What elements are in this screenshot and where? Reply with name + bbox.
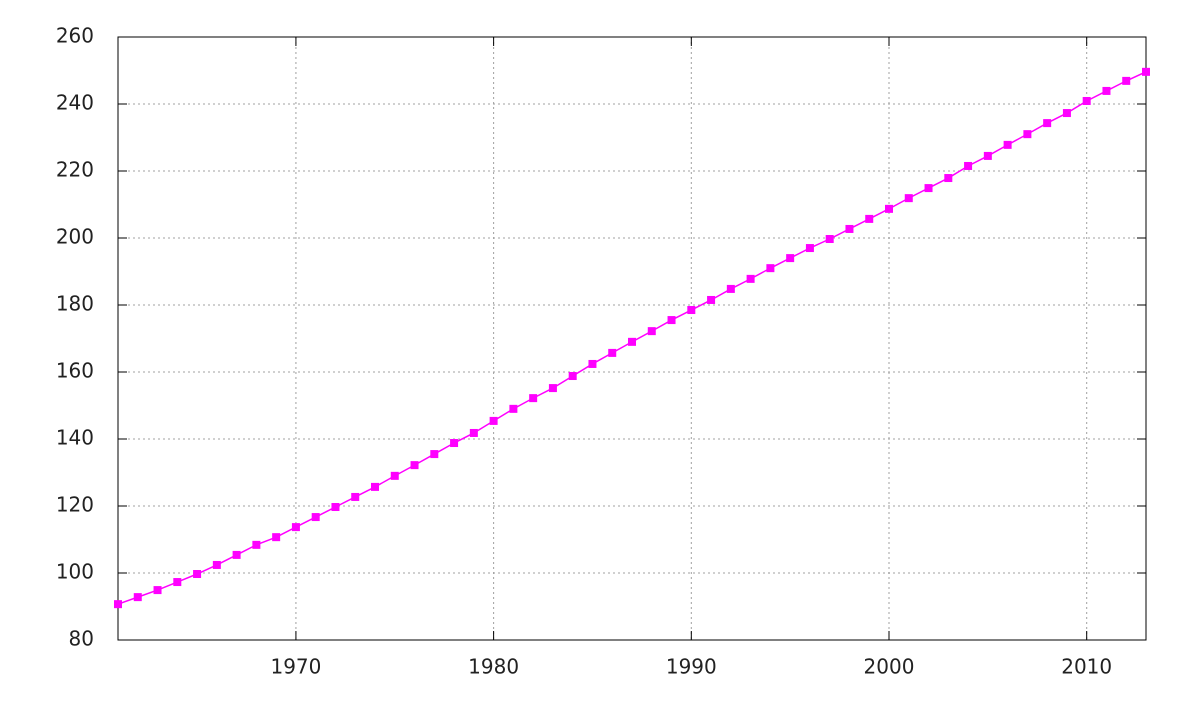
data-point	[746, 274, 755, 283]
data-point	[509, 404, 518, 413]
y-tick-label: 80	[69, 627, 94, 651]
data-point	[548, 384, 557, 393]
data-point	[1023, 130, 1032, 139]
x-tick-label: 1970	[270, 655, 321, 679]
data-point	[964, 161, 973, 170]
data-point	[114, 600, 122, 609]
data-point	[983, 151, 992, 160]
data-point	[469, 428, 478, 437]
y-tick-label: 100	[56, 560, 94, 584]
data-point	[193, 570, 202, 579]
data-point	[291, 523, 300, 532]
data-point	[529, 394, 538, 403]
data-point	[430, 450, 439, 459]
data-point	[1142, 67, 1150, 76]
data-point	[885, 204, 893, 213]
plot-border	[117, 36, 1147, 641]
data-point	[311, 513, 320, 522]
y-tick-label: 120	[56, 493, 94, 517]
data-point	[944, 174, 953, 183]
data-point	[351, 492, 360, 501]
data-point	[410, 461, 419, 470]
data-point	[173, 578, 182, 587]
x-tick-label: 1990	[666, 655, 717, 679]
x-tick-label: 2000	[864, 655, 915, 679]
data-point	[726, 284, 735, 293]
data-point	[707, 295, 716, 304]
data-point	[904, 194, 913, 203]
data-point	[588, 359, 597, 368]
data-point	[568, 372, 577, 381]
data-point	[272, 533, 281, 542]
data-point	[212, 560, 221, 569]
data-point	[390, 471, 399, 480]
data-point	[805, 244, 814, 253]
y-tick-label: 200	[56, 225, 94, 249]
data-point	[825, 235, 834, 244]
x-tick-label: 2010	[1061, 655, 1112, 679]
y-tick-label: 220	[56, 158, 94, 182]
data-point	[786, 254, 795, 263]
data-point	[489, 416, 498, 425]
data-point	[766, 264, 775, 273]
data-point	[1043, 119, 1052, 128]
data-point	[647, 327, 656, 336]
data-point	[1102, 86, 1111, 95]
data-point	[667, 316, 676, 325]
data-point	[845, 224, 854, 233]
y-tick-label: 180	[56, 292, 94, 316]
y-tick-label: 160	[56, 359, 94, 383]
data-point	[1003, 140, 1012, 149]
data-point	[628, 337, 636, 346]
y-tick-label: 240	[56, 91, 94, 115]
data-point	[1082, 96, 1091, 105]
data-point	[924, 184, 933, 193]
data-point	[371, 482, 379, 491]
y-tick-label: 260	[56, 24, 94, 48]
data-point	[153, 586, 162, 595]
data-point	[450, 439, 459, 448]
x-tick-label: 1980	[468, 655, 519, 679]
data-point	[1122, 76, 1131, 85]
data-point	[232, 550, 241, 559]
data-point	[133, 593, 142, 602]
data-point	[687, 306, 696, 315]
y-tick-label: 140	[56, 426, 94, 450]
data-point	[1062, 109, 1071, 118]
data-point	[252, 540, 261, 549]
data-point	[331, 503, 340, 512]
data-point	[865, 214, 874, 223]
data-point	[608, 348, 617, 357]
